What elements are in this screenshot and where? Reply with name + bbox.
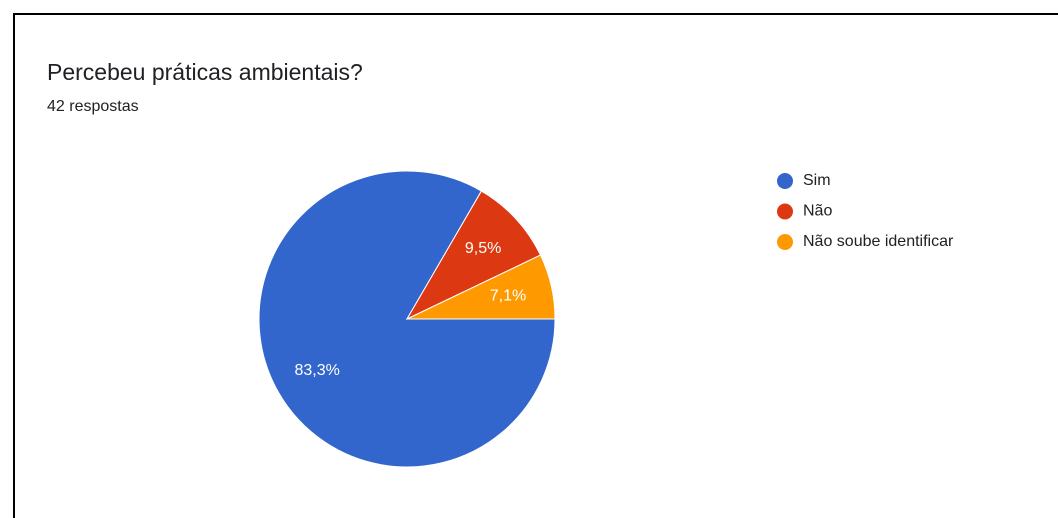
legend-marker [777,234,793,250]
pie-slice [405,190,542,321]
pie-slice [406,254,556,320]
slice-label: 7,1% [490,287,526,304]
legend-label: Sim [803,172,831,189]
legend-label: Não soube identificar [803,233,954,250]
slice-label: 83,3% [295,362,340,379]
legend: Sim Não Não soube identificar [777,172,954,250]
pie: 83,3% 9,5% 7,1% [258,170,556,468]
legend-label: Não [803,203,832,220]
slice-label: 9,5% [465,240,501,257]
chart-subtitle: 42 respostas [47,98,139,115]
legend-marker [777,173,793,189]
chart-title: Percebeu práticas ambientais? [47,59,363,85]
legend-marker [777,203,793,220]
